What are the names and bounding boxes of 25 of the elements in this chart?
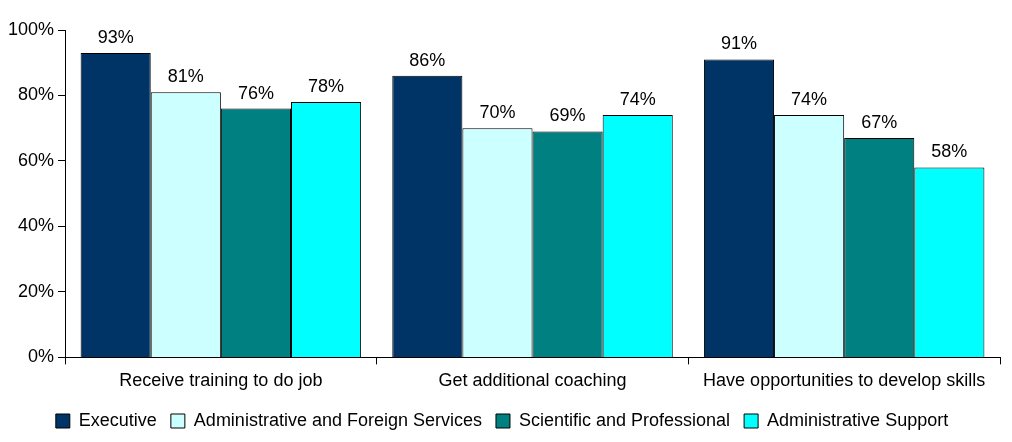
y-tick-label: 40% bbox=[18, 215, 55, 236]
y-tick-label: 100% bbox=[7, 18, 55, 39]
y-tick-label: 20% bbox=[18, 280, 55, 301]
data-label: 69% bbox=[549, 105, 586, 126]
legend-label: Scientific and Professional bbox=[518, 409, 731, 430]
data-label: 74% bbox=[791, 89, 828, 110]
legend-label: Executive bbox=[78, 409, 157, 430]
data-label: 91% bbox=[720, 33, 758, 54]
data-label: 86% bbox=[409, 49, 446, 70]
y-tick-label: 60% bbox=[18, 149, 55, 170]
y-tick-label: 0% bbox=[28, 346, 55, 367]
data-label: 74% bbox=[619, 89, 656, 110]
data-label: 58% bbox=[931, 141, 968, 162]
data-label: 78% bbox=[308, 76, 345, 96]
data-label: 67% bbox=[861, 112, 898, 133]
legend-label: Administrative and Foreign Services bbox=[193, 409, 482, 430]
data-label: 70% bbox=[479, 102, 516, 123]
data-label: 81% bbox=[167, 66, 204, 87]
y-tick-label: 80% bbox=[18, 84, 55, 105]
x-tick-label: Get additional coaching bbox=[438, 370, 627, 391]
data-label: 93% bbox=[97, 26, 134, 47]
data-label: 76% bbox=[237, 82, 274, 103]
legend-label: Administrative Support bbox=[767, 409, 949, 430]
x-tick-label: Receive training to do job bbox=[119, 370, 323, 391]
x-tick-label: Have opportunities to develop skills bbox=[703, 370, 986, 391]
